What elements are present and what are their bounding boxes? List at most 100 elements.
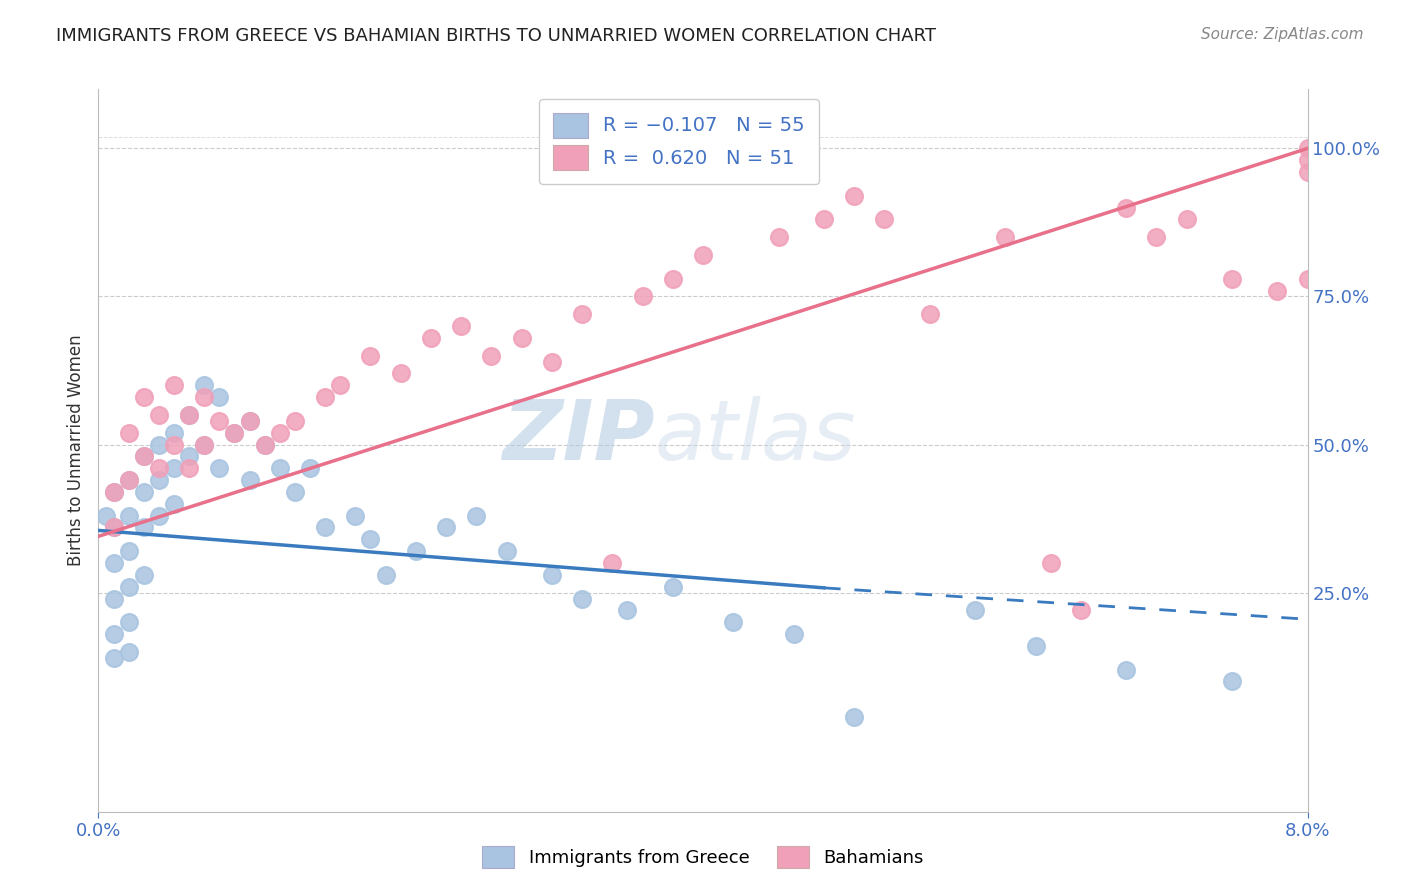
Point <box>1296 141 1319 155</box>
Point <box>208 461 231 475</box>
Point <box>103 520 125 534</box>
Point <box>118 615 141 630</box>
Point <box>1070 603 1092 617</box>
Point <box>208 390 231 404</box>
Point <box>103 650 125 665</box>
Point <box>918 307 941 321</box>
Point <box>269 461 291 475</box>
Point <box>103 556 125 570</box>
Point <box>360 349 382 363</box>
Text: atlas: atlas <box>655 395 856 476</box>
Point <box>631 289 654 303</box>
Point <box>132 390 155 404</box>
Point <box>163 437 186 451</box>
Point <box>1296 165 1319 179</box>
Point <box>1220 271 1243 285</box>
Point <box>844 189 866 203</box>
Point <box>405 544 427 558</box>
Point <box>148 508 170 523</box>
Point <box>132 520 155 534</box>
Point <box>344 508 367 523</box>
Point <box>540 567 562 582</box>
Point <box>103 484 125 499</box>
Point <box>374 567 396 582</box>
Legend: Immigrants from Greece, Bahamians: Immigrants from Greece, Bahamians <box>471 835 935 879</box>
Point <box>284 484 307 499</box>
Point <box>450 319 472 334</box>
Y-axis label: Births to Unmarried Women: Births to Unmarried Women <box>66 334 84 566</box>
Point <box>224 425 246 440</box>
Point <box>1146 230 1168 244</box>
Point <box>118 473 141 487</box>
Point <box>994 230 1017 244</box>
Point <box>253 437 276 451</box>
Point <box>616 603 638 617</box>
Point <box>118 508 141 523</box>
Point <box>1175 212 1198 227</box>
Point <box>132 450 155 464</box>
Point <box>103 627 125 641</box>
Point <box>495 544 517 558</box>
Point <box>314 520 336 534</box>
Point <box>723 615 745 630</box>
Point <box>163 378 186 392</box>
Point <box>314 390 336 404</box>
Point <box>540 354 562 368</box>
Text: Source: ZipAtlas.com: Source: ZipAtlas.com <box>1201 27 1364 42</box>
Point <box>118 473 141 487</box>
Point <box>602 556 624 570</box>
Point <box>179 450 201 464</box>
Point <box>284 414 307 428</box>
Point <box>661 271 683 285</box>
Point <box>148 437 170 451</box>
Point <box>179 408 201 422</box>
Point <box>269 425 291 440</box>
Point <box>329 378 352 392</box>
Point <box>148 473 170 487</box>
Point <box>510 331 533 345</box>
Point <box>420 331 443 345</box>
Point <box>103 591 125 606</box>
Point <box>481 349 503 363</box>
Point <box>118 425 141 440</box>
Point <box>118 580 141 594</box>
Point <box>193 437 215 451</box>
Point <box>434 520 457 534</box>
Text: IMMIGRANTS FROM GREECE VS BAHAMIAN BIRTHS TO UNMARRIED WOMEN CORRELATION CHART: IMMIGRANTS FROM GREECE VS BAHAMIAN BIRTH… <box>56 27 936 45</box>
Point <box>132 484 155 499</box>
Point <box>389 367 412 381</box>
Point <box>1025 639 1047 653</box>
Point <box>844 710 866 724</box>
Point <box>253 437 276 451</box>
Point <box>1296 153 1319 168</box>
Point <box>1115 663 1137 677</box>
Point <box>118 544 141 558</box>
Point <box>132 450 155 464</box>
Point <box>163 497 186 511</box>
Point <box>239 414 262 428</box>
Point <box>163 461 186 475</box>
Point <box>103 520 125 534</box>
Point <box>783 627 806 641</box>
Point <box>1039 556 1062 570</box>
Point <box>299 461 322 475</box>
Point <box>103 484 125 499</box>
Point <box>132 567 155 582</box>
Point <box>873 212 896 227</box>
Point <box>1115 201 1137 215</box>
Point <box>360 533 382 547</box>
Point <box>148 461 170 475</box>
Point <box>208 414 231 428</box>
Point <box>193 390 215 404</box>
Point <box>193 378 215 392</box>
Point <box>768 230 790 244</box>
Point <box>1296 271 1319 285</box>
Point <box>1267 284 1289 298</box>
Point <box>179 461 201 475</box>
Point <box>692 248 714 262</box>
Point <box>661 580 683 594</box>
Point <box>965 603 987 617</box>
Legend: R = −0.107   N = 55, R =  0.620   N = 51: R = −0.107 N = 55, R = 0.620 N = 51 <box>538 99 818 184</box>
Point <box>465 508 488 523</box>
Text: ZIP: ZIP <box>502 395 655 476</box>
